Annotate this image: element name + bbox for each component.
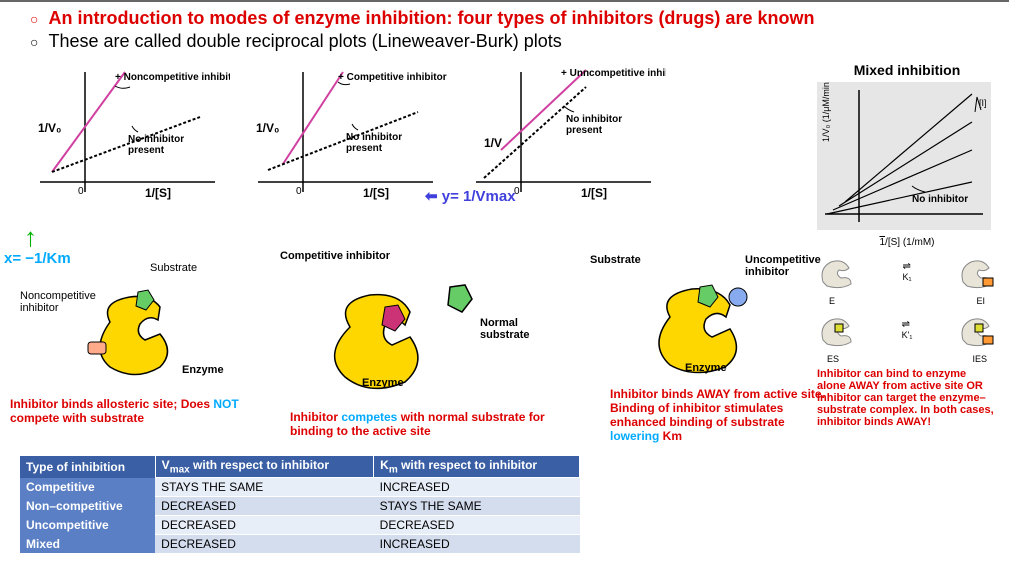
table-cell: INCREASED (374, 478, 580, 497)
enzyme-label: Enzyme (362, 377, 404, 389)
no-inhibitor-label: No inhibitorpresent (346, 132, 402, 154)
plots-row: 0 1/[S] 1/V₀ + Noncompetitive inhibitor … (30, 62, 666, 222)
plot-mixed: [I] No inhibitor 1/V₀ (1/μM/min) (817, 82, 991, 230)
table-header: Type of inhibition (20, 456, 155, 478)
equilibrium-E-EI: ⇌K₁ (817, 254, 997, 290)
inhibition-summary-table: Type of inhibitionVmax with respect to i… (20, 456, 580, 553)
svg-text:[I]: [I] (979, 98, 987, 108)
table-header: Vmax with respect to inhibitor (155, 456, 373, 478)
table-header: Km with respect to inhibitor (374, 456, 580, 478)
table-row: Non–competitiveDECREASEDSTAYS THE SAME (20, 497, 580, 516)
mixed-caption: Inhibitor can bind to enzyme alone AWAY … (817, 368, 997, 428)
plot-competitive: 0 1/[S] 1/V₀ + Competitive inhibitor No … (248, 62, 448, 222)
no-inhibitor-label: No inhibitorpresent (566, 114, 622, 136)
label-IES: IES (972, 354, 987, 364)
y-axis-label: 1/V₀ (38, 121, 61, 135)
table-cell: DECREASED (155, 516, 373, 535)
row-label: Uncompetitive (20, 516, 155, 535)
no-inhibitor-label: No inhibitor (912, 194, 968, 205)
table-cell: DECREASED (155, 535, 373, 554)
bullet-icon: ○ (30, 34, 38, 50)
svg-text:0: 0 (296, 186, 302, 197)
y-intercept-label: ⬅ y= 1/Vmax (425, 187, 516, 205)
svg-text:1/V₀ (1/μM/min): 1/V₀ (1/μM/min) (821, 82, 831, 142)
bullet-1: ○ An introduction to modes of enzyme inh… (30, 8, 1009, 29)
inhibitor-shape (88, 342, 106, 354)
plot-noncompetitive: 0 1/[S] 1/V₀ + Noncompetitive inhibitor … (30, 62, 230, 222)
label-ES: ES (827, 354, 839, 364)
table-row: UncompetitiveDECREASEDDECREASED (20, 516, 580, 535)
x-axis-label: 1/[S] (581, 186, 607, 200)
enzyme-label: Enzyme (182, 364, 224, 376)
table-cell: DECREASED (374, 516, 580, 535)
enzyme-label: Enzyme (685, 362, 727, 374)
bullet-icon: ○ (30, 11, 38, 27)
bullet-1-text: An introduction to modes of enzyme inhib… (48, 8, 814, 29)
inhibitor-line (283, 72, 343, 164)
table-cell: DECREASED (155, 497, 373, 516)
table-row: MixedDECREASEDINCREASED (20, 535, 580, 554)
table-cell: STAYS THE SAME (155, 478, 373, 497)
enzyme-shape (100, 296, 168, 374)
y-axis-label: 1/V₀ (256, 121, 279, 135)
x-axis-label: 1/[S] (145, 186, 171, 200)
x-intercept-label: x= −1/Km (4, 250, 71, 267)
bullet-2: ○ These are called double reciprocal plo… (30, 31, 1009, 52)
noncompetitive-caption: Inhibitor binds allosteric site; Does NO… (10, 397, 270, 425)
inhibitor-line (501, 70, 586, 150)
competitive-caption: Inhibitor competes with normal substrate… (290, 410, 570, 438)
normal-substrate-label: Normal substrate (480, 317, 540, 341)
label-E: E (829, 296, 835, 306)
inhibitor-line-label: + Unncompetitive inhibitor (561, 68, 666, 79)
inhibitor-label: Competitive inhibitor (280, 250, 390, 262)
equilibrium-ES-IES: ⇌K'₁ (817, 312, 997, 348)
row-label: Non–competitive (20, 497, 155, 516)
table-cell: STAYS THE SAME (374, 497, 580, 516)
table-cell: INCREASED (374, 535, 580, 554)
substrate-label: Substrate (150, 262, 197, 274)
label-EI: EI (976, 296, 985, 306)
substrate-label: Substrate (590, 254, 641, 266)
mixed-inhibition-panel: Mixed inhibition [I] No inhibitor 1/V₀ (… (817, 62, 997, 428)
no-inhibitor-label: No inhibitorpresent (128, 134, 184, 156)
equilibrium-diagrams: ⇌K₁ E EI ⇌K'₁ ES IES Inhibitor can bind … (817, 254, 997, 428)
bullet-2-text: These are called double reciprocal plots… (48, 31, 561, 52)
inhibitor-line-label: + Noncompetitive inhibitor (115, 72, 230, 83)
normal-substrate-shape (448, 285, 472, 312)
svg-text:0: 0 (78, 186, 84, 197)
enzyme-shape (335, 295, 418, 389)
uncompetitive-inhibitor-shape (729, 288, 747, 306)
table-row: CompetitiveSTAYS THE SAMEINCREASED (20, 478, 580, 497)
header-bullets: ○ An introduction to modes of enzyme inh… (0, 2, 1009, 52)
y-axis-label: 1/V (484, 136, 502, 150)
inhibitor-label: Noncompetitive inhibitor (20, 290, 110, 314)
mixed-x-axis-label: 1/[S] (1/mM) (817, 237, 997, 248)
x-axis-label: 1/[S] (363, 186, 389, 200)
mixed-title: Mixed inhibition (817, 62, 997, 78)
row-label: Mixed (20, 535, 155, 554)
inhibitor-line-label: + Competitive inhibitor (338, 72, 447, 83)
row-label: Competitive (20, 478, 155, 497)
x-intercept-arrow-icon: ↑ (24, 222, 37, 253)
